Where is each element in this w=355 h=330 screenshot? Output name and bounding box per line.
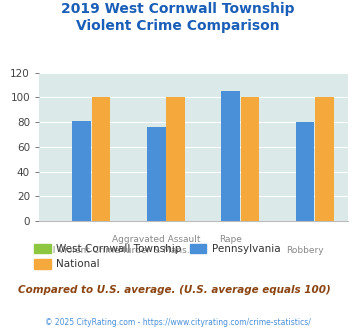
Text: Murder & Mans...: Murder & Mans...	[118, 246, 195, 255]
Text: Rape: Rape	[219, 235, 242, 244]
Bar	[92, 97, 110, 221]
Text: 2019 West Cornwall Township
Violent Crime Comparison: 2019 West Cornwall Township Violent Crim…	[61, 2, 294, 33]
Text: Robbery: Robbery	[286, 246, 324, 255]
Bar	[315, 97, 334, 221]
Bar	[222, 91, 240, 221]
Bar	[166, 97, 185, 221]
Text: All Violent Crime: All Violent Crime	[44, 246, 120, 255]
Bar	[72, 121, 91, 221]
Bar	[241, 97, 260, 221]
Text: Aggravated Assault: Aggravated Assault	[112, 235, 201, 244]
Text: Compared to U.S. average. (U.S. average equals 100): Compared to U.S. average. (U.S. average …	[18, 285, 331, 295]
Bar	[147, 127, 165, 221]
Text: © 2025 CityRating.com - https://www.cityrating.com/crime-statistics/: © 2025 CityRating.com - https://www.city…	[45, 318, 310, 327]
Bar	[296, 122, 315, 221]
Legend: West Cornwall Township, National, Pennsylvania: West Cornwall Township, National, Pennsy…	[30, 240, 284, 274]
